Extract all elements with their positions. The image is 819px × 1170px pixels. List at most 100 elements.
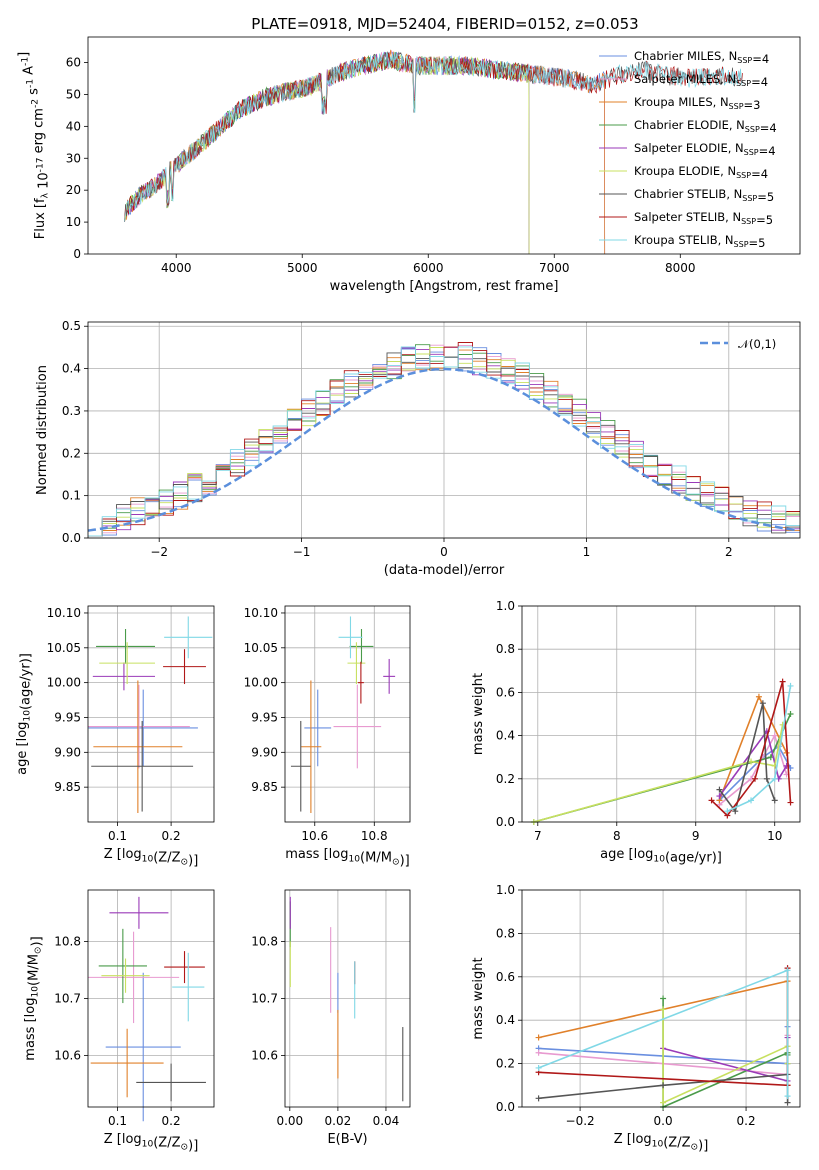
errorbar-point (304, 689, 332, 767)
axes-age_vs_mass: 10.6 10.8 9.85 9.90 9.95 10.00 10.05 10.10 mass … (244, 605, 411, 869)
x-axis-label: (data-model)/error (384, 563, 505, 578)
axes-frame (87, 605, 215, 823)
axes-frame (87, 889, 215, 1108)
mass-weight-marker (708, 797, 715, 804)
mass-weight-marker (535, 1064, 542, 1071)
axes-frame (521, 605, 801, 823)
y-tick-label: 0.3 (62, 404, 81, 418)
x-tick-label: 8000 (665, 261, 696, 275)
legend-entry: 𝒩(0,1) (738, 337, 776, 351)
y-tick-label: 0.4 (62, 362, 81, 376)
x-tick-label: 7 (534, 829, 542, 843)
errorbar-point (105, 972, 181, 1122)
errorbar-point (164, 616, 213, 659)
errorbar-point (136, 1063, 206, 1102)
axes-mass_vs_EBV: 0.00 0.02 0.04 10.6 10.7 10.8 E(B-V) (251, 889, 411, 1147)
axes-frame (284, 605, 411, 823)
mass-weight-marker (732, 808, 739, 815)
y-tick-label: 0.8 (496, 642, 515, 656)
mass-weight-series-line (718, 745, 792, 801)
x-axis-label: wavelength [Angstrom, rest frame] (330, 279, 559, 294)
x-tick-label: 0.1 (108, 829, 127, 843)
errorbar-point (88, 684, 190, 769)
axes-spectrum: 4000 5000 6000 7000 8000 0 10 20 30 40 50 60 wavelen… (17, 36, 801, 294)
errorbar-point (101, 958, 150, 993)
axes-residual_histogram: −2 −1 0 1 2 0.0 0.1 0.2 0.3 0.4 0.5 (data-model)/er… (35, 319, 801, 578)
axes-mass_vs_Z: 0.1 0.2 10.6 10.7 10.8 Z [log10(Z/Z⊙)] mass [l… (23, 889, 215, 1154)
mass-weight-marker (784, 1099, 791, 1106)
y-axis-label: mass weight (471, 957, 486, 1039)
x-tick-label: 2 (725, 545, 733, 559)
x-axis-label: E(B-V) (327, 1132, 367, 1147)
x-tick-label: 0.1 (108, 1114, 127, 1128)
legend-entry: Salpeter ELODIE, NSSP=4 (634, 141, 776, 158)
errorbar-point (349, 628, 374, 664)
y-tick-label: 30 (66, 151, 81, 165)
mass-weight-marker (787, 799, 794, 806)
x-tick-label: 0.2 (162, 829, 181, 843)
x-axis-label: Z [log10(Z/Z⊙)] (104, 1132, 199, 1154)
mass-weight-marker (748, 758, 755, 765)
x-tick-label: 0.04 (373, 1114, 400, 1128)
y-tick-label: 1.0 (496, 883, 515, 897)
legend-entry: Chabrier ELODIE, NSSP=4 (634, 118, 777, 135)
y-axis-label: Flux [fλ 10-17 erg cm-2 s-1 A-1] (17, 52, 52, 239)
y-tick-label: 0.5 (62, 319, 81, 333)
y-tick-label: 10.8 (54, 934, 81, 948)
y-tick-label: 9.85 (54, 780, 81, 794)
mass-weight-marker (787, 711, 794, 717)
legend-entry: Kroupa STELIB, NSSP=5 (634, 233, 765, 250)
axes-mass_weight_vs_age: 7 8 9 10 0.0 0.2 0.4 0.6 0.8 1.0 age [log10(age/yr… (471, 599, 801, 865)
mass-weight-series-line (726, 685, 792, 812)
x-tick-label: 0.02 (325, 1114, 352, 1128)
y-axis-label: age [log10(age/yr)] (15, 653, 33, 775)
x-axis-label: Z [log10(Z/Z⊙)] (614, 1132, 709, 1154)
errorbar-point (92, 662, 156, 691)
y-tick-label: 9.90 (54, 745, 81, 759)
y-tick-label: 9.85 (251, 780, 278, 794)
mass-weight-series-line (533, 724, 784, 823)
errorbar-point (90, 1028, 164, 1098)
x-tick-label: 9 (692, 829, 700, 843)
x-tick-label: 0.00 (276, 1114, 303, 1128)
y-tick-label: 0.6 (496, 685, 515, 699)
y-tick-label: 50 (66, 87, 81, 101)
y-tick-label: 10.6 (54, 1049, 81, 1063)
x-tick-label: 10.6 (301, 829, 328, 843)
x-tick-label: 0 (440, 545, 448, 559)
histogram-series (88, 342, 800, 537)
axes-age_vs_Z: 0.1 0.2 9.85 9.90 9.95 10.00 10.05 10.10 Z [log1… (15, 605, 215, 869)
mass-weight-marker (724, 808, 731, 815)
mass-weight-marker (779, 678, 786, 685)
mass-weight-marker (755, 693, 762, 700)
mass-weight-marker (771, 775, 778, 782)
y-axis-label: mass [log10(M/M⊙)] (23, 936, 45, 1060)
y-tick-label: 9.95 (54, 710, 81, 724)
x-tick-label: 0.0 (654, 1114, 673, 1128)
y-tick-label: 9.95 (251, 710, 278, 724)
mass-weight-marker (748, 797, 755, 804)
legend-entry: Kroupa ELODIE, NSSP=4 (634, 164, 768, 181)
spectrum-series-line (124, 51, 743, 222)
x-axis-label: Z [log10(Z/Z⊙)] (104, 847, 199, 869)
errorbar-point (357, 661, 364, 704)
mass-weight-marker (784, 967, 791, 974)
legend-entry: Chabrier STELIB, NSSP=5 (634, 187, 774, 204)
errorbar-point (88, 689, 198, 767)
mass-weight-marker (535, 1049, 542, 1056)
y-tick-label: 10.05 (244, 641, 278, 655)
errorbar-point (98, 928, 147, 1004)
y-tick-label: 0.4 (496, 1013, 515, 1027)
errorbar-point (383, 658, 396, 694)
x-tick-label: 10.8 (361, 829, 388, 843)
histogram-series (88, 344, 800, 537)
y-tick-label: 0.2 (496, 1057, 515, 1071)
y-axis-label: mass weight (471, 673, 486, 755)
mass-weight-series-line (662, 1009, 789, 1104)
axes-mass_weight_vs_Z: −0.2 0.0 0.2 0.0 0.2 0.4 0.6 0.8 1.0 Z [log10(Z/Z… (471, 883, 801, 1154)
mass-weight-marker (751, 775, 758, 782)
y-tick-label: 10.10 (244, 606, 278, 620)
y-tick-label: 1.0 (496, 599, 515, 613)
errorbar-point (347, 642, 366, 685)
